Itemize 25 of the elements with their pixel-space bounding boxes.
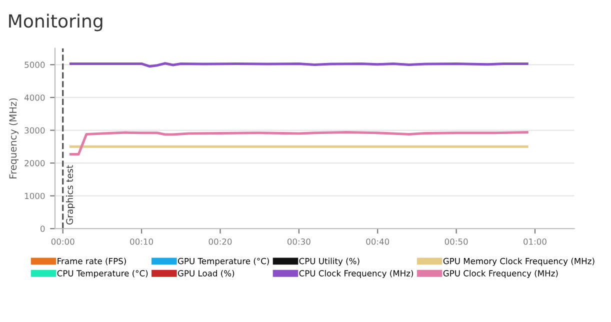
legend-label: GPU Load (%) — [178, 270, 234, 278]
x-tick-label: 00:00 — [51, 238, 74, 245]
legend-label: CPU Clock Frequency (MHz) — [299, 270, 414, 278]
legend-label: GPU Memory Clock Frequency (MHz) — [443, 258, 594, 266]
legend-label: CPU Utility (%) — [299, 258, 360, 266]
y-tick-label: 3000 — [24, 127, 45, 134]
legend-label: GPU Temperature (°C) — [178, 258, 269, 266]
x-tick-label: 00:10 — [130, 238, 154, 245]
legend-label: CPU Temperature (°C) — [57, 270, 148, 278]
x-tick-label: 00:40 — [366, 238, 390, 245]
y-tick-label: 1000 — [24, 192, 45, 200]
y-tick-label: 4000 — [24, 94, 45, 101]
legend-label: GPU Clock Frequency (MHz) — [443, 270, 558, 278]
y-axis-title: Frequency (MHz) — [9, 98, 19, 178]
y-tick-label: 5000 — [24, 62, 45, 68]
y-tick-label: 2000 — [24, 160, 45, 166]
x-tick-label: 00:20 — [208, 238, 232, 245]
y-tick-label: 0 — [40, 226, 45, 232]
legend-label: Frame rate (FPS) — [58, 258, 126, 266]
x-tick-label: 00:50 — [444, 238, 468, 245]
x-tick-label: 00:30 — [287, 238, 310, 245]
ref-line-label: Graphics test — [66, 165, 75, 225]
chart-title: Monitoring — [9, 14, 102, 32]
x-tick-label: 01:00 — [524, 238, 546, 245]
line-series — [69, 130, 528, 156]
